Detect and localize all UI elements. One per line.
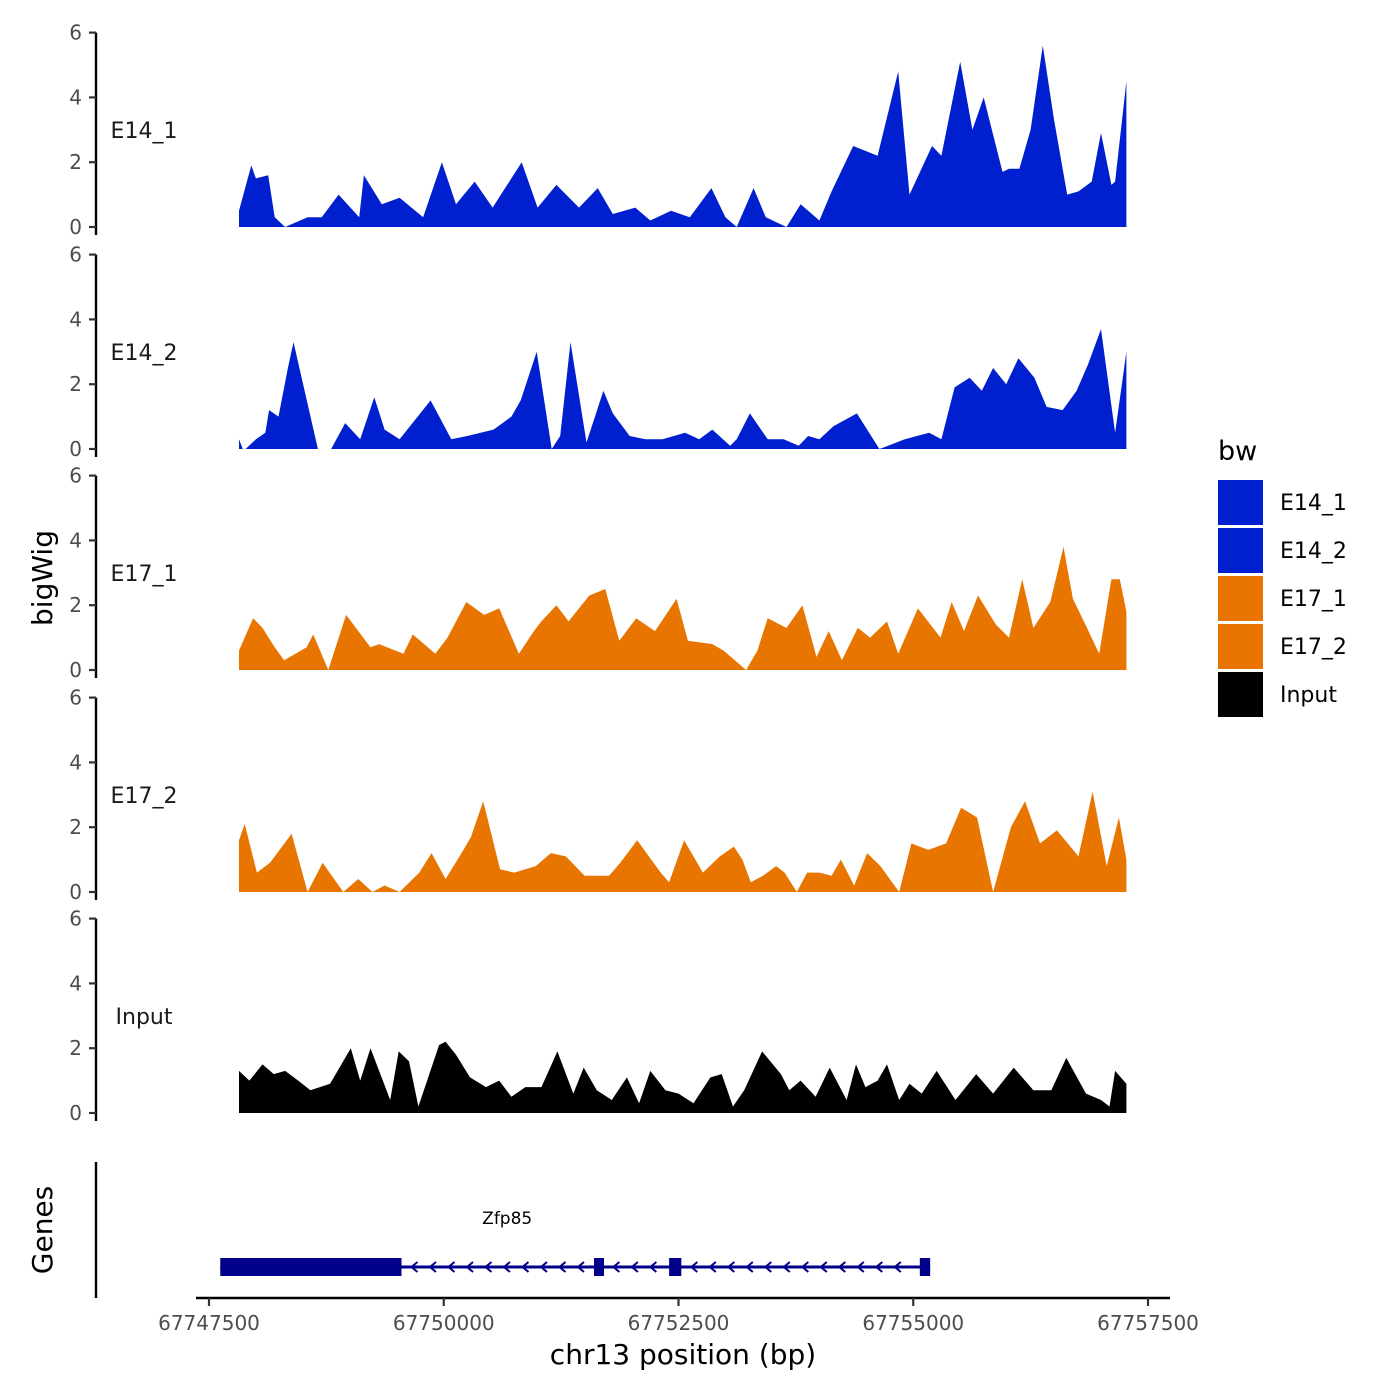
strand-arrow [837,1261,846,1273]
x-tick-label: 67755000 [862,1311,964,1335]
strand-arrow [726,1261,735,1273]
strand-arrow [483,1261,493,1273]
strand-arrow [502,1261,511,1273]
gene-exon [669,1258,682,1276]
signal-tracks: 0 2 4 6 E14_1 0 2 4 6 E14_2 0 2 4 6 E17_1 0 2 4 6 E17_2 0 2 4 6… [69,21,1127,1125]
x-tick-label: 67747500 [158,1311,260,1335]
gene-exon [593,1258,604,1276]
y-tick-label: 0 [69,880,82,904]
y-tick-label: 4 [69,528,82,552]
x-tick-label: 67757500 [1097,1311,1199,1335]
track-label: E17_1 [111,562,178,587]
y-tick-label: 2 [69,815,82,839]
y-tick-label: 4 [69,750,82,774]
track-label: E14_2 [111,341,178,366]
strand-arrow [465,1261,474,1273]
legend-swatch [1218,480,1263,525]
x-axis: 67747500 67750000 67752500 67755000 67757500 [158,1296,1199,1335]
track-E14_2: 0 2 4 6 E14_2 [69,243,1127,461]
track-E14_1: 0 2 4 6 E14_1 [69,21,1127,239]
strand-arrow [689,1261,698,1273]
strand-arrow [576,1261,585,1273]
legend-swatch [1218,528,1263,573]
y-tick-label: 4 [69,85,82,109]
track-Input: 0 2 4 6 Input [69,907,1127,1125]
y-tick-label: 2 [69,372,82,396]
strand-arrow [856,1261,865,1273]
signal-area-E17_1 [239,546,1127,670]
track-label: E14_1 [111,119,178,144]
legend-label: E14_1 [1280,491,1347,516]
strand-arrow [708,1261,717,1273]
gene-exon [919,1258,931,1276]
y-tick-label: 0 [69,437,82,461]
strand-arrow [428,1261,437,1273]
strand-arrow [539,1261,548,1273]
y-tick-label: 4 [69,971,82,995]
track-E17_2: 0 2 4 6 E17_2 [69,686,1127,904]
legend-label: E17_1 [1280,587,1347,612]
strand-arrow [874,1261,883,1273]
x-axis-title: chr13 position (bp) [550,1338,816,1371]
y-tick-label: 0 [69,1101,82,1125]
y-tick-label: 6 [69,21,82,45]
legend-swatch [1218,624,1263,669]
strand-arrow [893,1261,902,1273]
y-tick-label: 0 [69,658,82,682]
legend-swatch [1218,672,1263,717]
y-tick-label: 2 [69,1036,82,1060]
signal-area-E14_1 [239,45,1127,227]
strand-arrow [819,1261,828,1273]
legend-label: Input [1280,683,1337,708]
strand-arrow [763,1261,772,1273]
strand-arrow [611,1261,621,1273]
strand-arrow [409,1261,419,1273]
signal-area-Input [239,1041,1127,1113]
y-axis-title: bigWig [26,530,59,626]
signal-area-E17_2 [239,791,1127,892]
track-label: Input [116,1005,173,1030]
y-tick-label: 4 [69,307,82,331]
strand-arrow [630,1261,639,1273]
y-tick-label: 6 [69,907,82,931]
gene-exon [220,1258,402,1276]
track-E17_1: 0 2 4 6 E17_1 [69,464,1127,682]
x-tick-label: 67750000 [393,1311,495,1335]
strand-arrow [782,1261,791,1273]
x-tick-label: 67752500 [628,1311,730,1335]
y-tick-label: 0 [69,215,82,239]
y-tick-label: 6 [69,686,82,710]
track-label: E17_2 [111,784,178,809]
legend-label: E14_2 [1280,539,1347,564]
y-tick-label: 2 [69,150,82,174]
strand-arrow [520,1261,530,1273]
strand-arrow [648,1261,658,1273]
legend: bw E14_1 E14_2 E17_1 E17_2 Input [1218,436,1347,717]
y-tick-label: 2 [69,593,82,617]
gene-label: Zfp85 [482,1209,532,1229]
strand-arrow [800,1261,809,1273]
strand-arrow [446,1261,456,1273]
y-tick-label: 6 [69,464,82,488]
gene-track: Genes Zfp85 [26,1162,931,1298]
strand-arrow [557,1261,567,1273]
signal-area-E14_2 [239,329,1127,449]
legend-swatch [1218,576,1263,621]
legend-label: E17_2 [1280,635,1347,660]
gene-model [220,1258,931,1276]
gene-track-title: Genes [26,1186,59,1274]
strand-arrow [745,1261,754,1273]
legend-title: bw [1218,436,1257,467]
y-tick-label: 6 [69,243,82,267]
